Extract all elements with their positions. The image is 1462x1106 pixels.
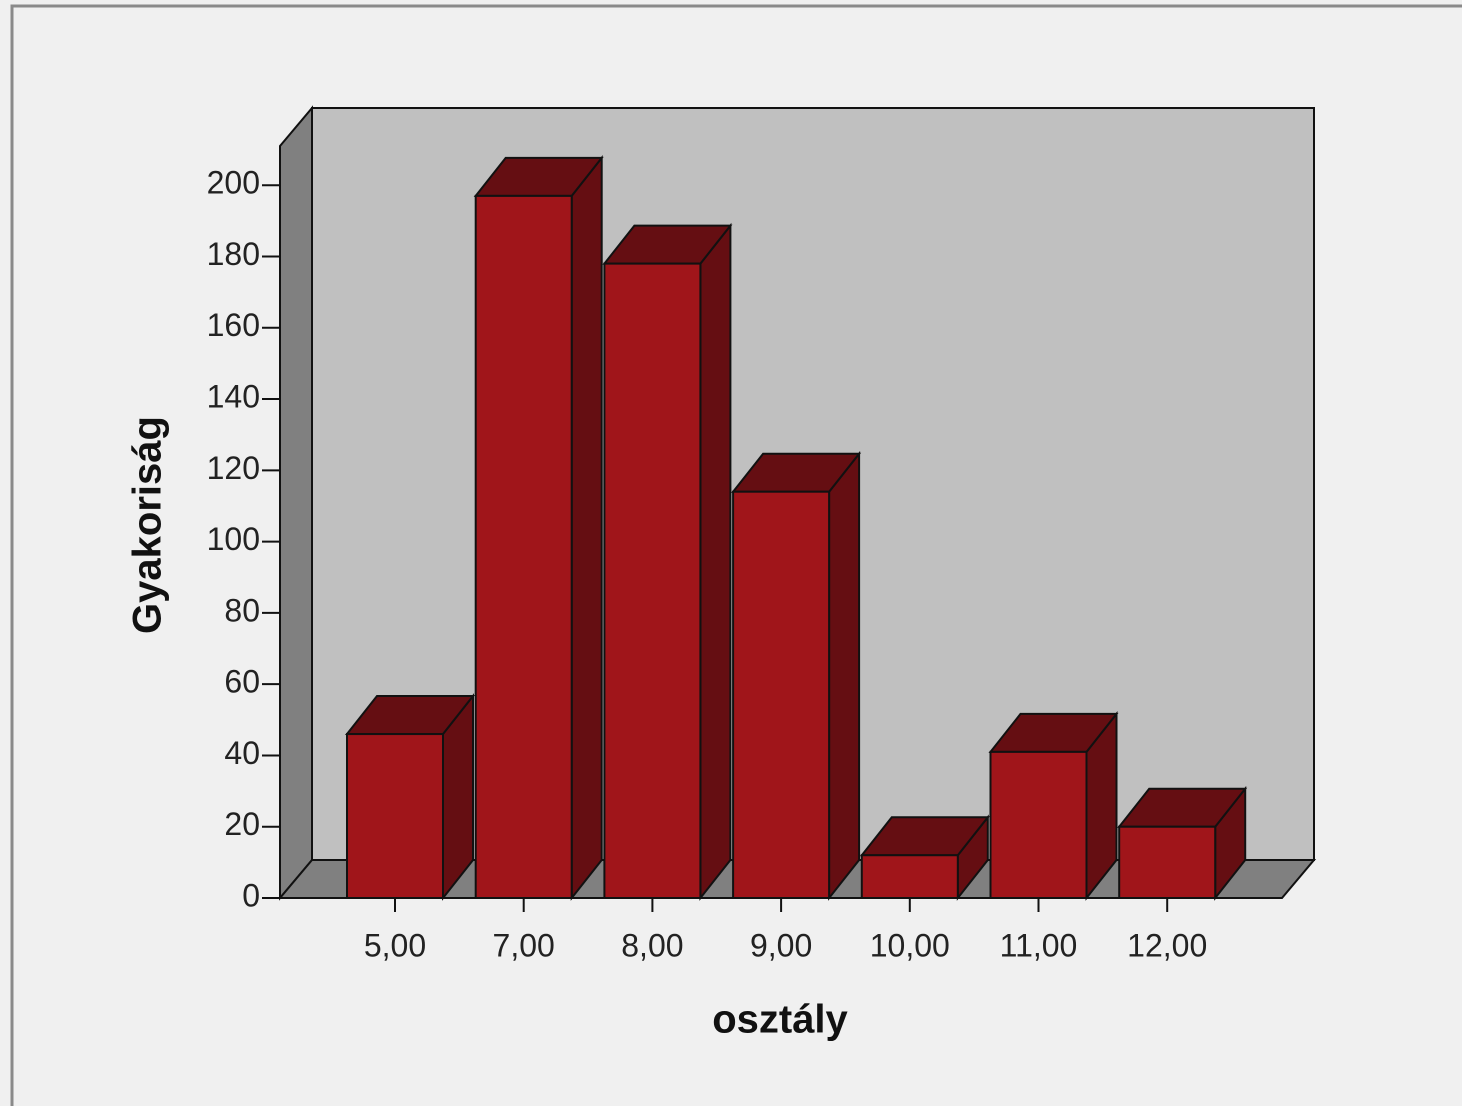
- x-axis-title: osztály: [712, 998, 848, 1042]
- bar: [860, 854, 959, 900]
- y-tick-label: 180: [207, 236, 260, 272]
- y-tick-label: 60: [224, 664, 260, 700]
- y-tick-label: 200: [207, 165, 260, 201]
- y-tick-label: 20: [224, 806, 260, 842]
- x-tick-label: 5,00: [364, 927, 426, 963]
- bar: [989, 750, 1088, 899]
- bar: [603, 262, 702, 899]
- bar-side: [570, 155, 603, 901]
- frame: [10, 4, 1462, 1106]
- side-wall: [279, 105, 313, 901]
- y-tick-label: 40: [224, 735, 260, 771]
- y-tick-label: 140: [207, 378, 260, 414]
- y-tick-label: 80: [224, 592, 260, 628]
- bar: [732, 490, 831, 899]
- y-axis-title: Gyakoriság: [126, 416, 170, 634]
- bar: [474, 194, 573, 899]
- bar: [346, 733, 444, 900]
- bar: [1118, 825, 1217, 900]
- x-tick-label: 11,00: [1000, 927, 1078, 963]
- bar-side: [828, 450, 861, 901]
- bar-side: [699, 222, 732, 901]
- x-tick-label: 9,00: [750, 927, 812, 963]
- x-tick-label: 7,00: [493, 927, 555, 963]
- x-tick-label: 8,00: [621, 927, 683, 963]
- y-tick-label: 120: [207, 450, 260, 486]
- x-tick-label: 10,00: [870, 927, 950, 963]
- y-tick-label: 100: [207, 521, 260, 557]
- x-tick-label: 12,00: [1127, 927, 1207, 963]
- y-tick-label: 160: [207, 307, 260, 343]
- y-tick-label: 0: [242, 877, 260, 913]
